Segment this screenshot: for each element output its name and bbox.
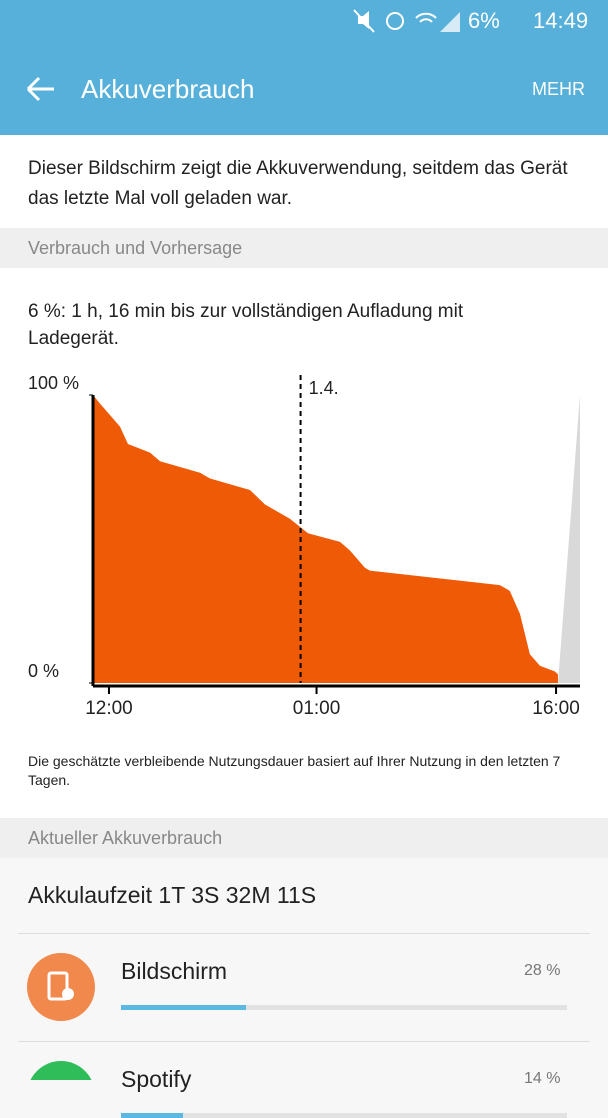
x-tick-label: 12:00 (85, 698, 133, 719)
battery-area (557, 395, 580, 683)
status-time: 14:49 (533, 8, 589, 33)
app-percent: 28 % (524, 962, 561, 979)
x-tick-label: 01:00 (293, 698, 341, 719)
divider (18, 1041, 590, 1042)
status-icons (353, 9, 460, 33)
usage-track (121, 1113, 567, 1118)
more-button[interactable]: MEHR (532, 79, 585, 99)
screen-icon (27, 953, 95, 1021)
page-title: Akkuverbrauch (81, 74, 255, 104)
description: Dieser Bildschirm zeigt die Akkuverwendu… (28, 158, 568, 209)
spotify-icon (30, 1061, 92, 1080)
status-battery: 6% (468, 8, 500, 33)
y-tick-label: 0 % (28, 661, 59, 681)
battery-chart: 0 % 100 % 12:00 01:00 16:00 1.4. (28, 373, 580, 719)
charge-info: 6 %: 1 h, 16 min bis zur vollständigen A… (28, 301, 464, 349)
description-panel (0, 135, 608, 228)
usage-track (121, 1005, 567, 1010)
section-header: Verbrauch und Vorhersage (0, 228, 608, 268)
footnote: Die geschätzte verbleibende Nutzungsdaue… (28, 753, 561, 788)
x-tick-label: 16:00 (532, 698, 580, 719)
app-percent: 14 % (524, 1070, 561, 1087)
usage-bar (121, 1113, 184, 1118)
usage-bar (121, 1005, 246, 1010)
back-button[interactable] (24, 72, 58, 106)
date-label: 1.4. (309, 378, 339, 398)
app-bar (0, 0, 608, 135)
app-name: Bildschirm (121, 958, 228, 984)
y-tick-label: 100 % (28, 373, 79, 393)
section-header: Aktueller Akkuverbrauch (0, 818, 608, 858)
battery-area (93, 395, 558, 683)
divider (18, 933, 590, 934)
runtime: Akkulaufzeit 1T 3S 32M 11S (28, 882, 317, 908)
